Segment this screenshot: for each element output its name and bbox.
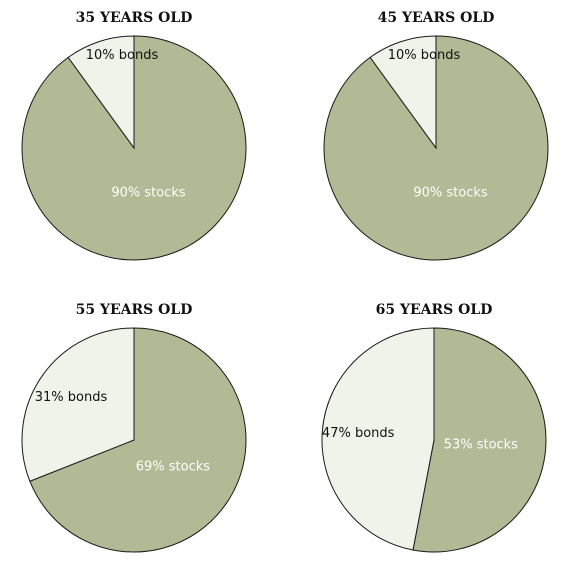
pie-1: 45 YEARS OLD 90% stocks 10% bonds <box>323 10 549 261</box>
pie-2: 55 YEARS OLD 69% stocks 31% bonds <box>21 302 247 553</box>
chart-title: 55 YEARS OLD <box>76 302 193 318</box>
pie-0: 35 YEARS OLD 90% stocks 10% bonds <box>21 10 247 261</box>
pie-slice-stocks <box>29 327 247 553</box>
slice-label-stocks: 69% stocks <box>136 459 211 474</box>
chart-title: 65 YEARS OLD <box>376 302 493 318</box>
slice-label-bonds: 31% bonds <box>35 390 108 405</box>
pie-slice-bonds <box>321 327 435 551</box>
pie-slice-stocks <box>412 327 547 553</box>
pie-slice-bonds <box>67 35 135 150</box>
pie-slice-bonds <box>21 327 135 482</box>
slice-label-bonds: 10% bonds <box>388 48 461 63</box>
slice-label-stocks: 90% stocks <box>413 186 488 201</box>
chart-title: 45 YEARS OLD <box>378 10 495 26</box>
slice-label-stocks: 53% stocks <box>444 437 519 452</box>
slice-label-bonds: 10% bonds <box>86 48 159 63</box>
slice-label-bonds: 47% bonds <box>322 426 395 441</box>
pie-3: 65 YEARS OLD 53% stocks 47% bonds <box>321 302 547 553</box>
chart-title: 35 YEARS OLD <box>76 10 193 26</box>
slice-label-stocks: 90% stocks <box>111 186 186 201</box>
pie-slice-bonds <box>369 35 437 150</box>
